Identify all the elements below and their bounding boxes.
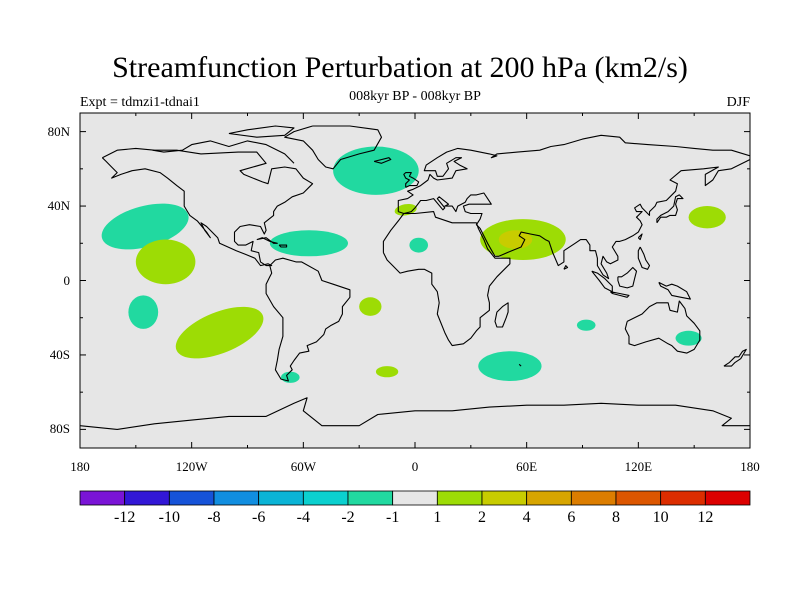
colorbar-swatch xyxy=(258,490,304,506)
anomaly-region-12 xyxy=(478,351,542,381)
chart-title: Streamfunction Perturbation at 200 hPa (… xyxy=(112,51,688,84)
y-tick-label: 40S xyxy=(49,346,70,362)
colorbar-swatch xyxy=(168,490,215,506)
colorbar-label: -12 xyxy=(113,509,136,526)
coastline-10 xyxy=(656,194,684,224)
y-tick-label: 0 xyxy=(63,272,71,288)
anomaly-region-8 xyxy=(359,297,382,316)
coastline-3 xyxy=(265,257,351,382)
colorbar-swatch xyxy=(79,490,126,506)
colorbar-swatch xyxy=(124,490,170,506)
season-label: DJF xyxy=(726,95,750,110)
coastline-17 xyxy=(278,244,288,248)
coastline-23 xyxy=(563,265,569,270)
anomaly-region-2 xyxy=(135,239,196,285)
x-tick-label: 60W xyxy=(290,459,316,474)
coastline-4 xyxy=(382,211,511,347)
coastline-2 xyxy=(284,125,383,170)
colorbar-swatch xyxy=(436,490,483,506)
anomaly-region-4 xyxy=(175,306,264,359)
chart-subtitle: 008kyr BP - 008kyr BP xyxy=(349,89,481,104)
anomaly-region-14 xyxy=(675,330,702,346)
anomaly-region-5 xyxy=(269,230,348,257)
colorbar-label: 8 xyxy=(612,509,620,526)
colorbar-swatch xyxy=(213,490,260,506)
colorbar-label: -8 xyxy=(207,509,221,526)
x-tick-label: 0 xyxy=(411,459,419,474)
coastline-22 xyxy=(637,246,651,270)
x-tick-label: 60E xyxy=(516,459,538,474)
anomaly-region-11 xyxy=(498,230,533,249)
coastline-24 xyxy=(518,363,522,367)
y-tick-label: 40N xyxy=(47,198,70,214)
colorbar-label: 6 xyxy=(567,509,576,526)
anomaly-region-1 xyxy=(101,203,189,250)
x-tick-label: 180 xyxy=(740,459,760,474)
colorbar-swatch xyxy=(570,490,617,506)
colorbar-swatch xyxy=(704,490,751,506)
experiment-label: Expt = tdmzi1-tdnai1 xyxy=(80,95,200,110)
anomaly-region-9 xyxy=(409,237,429,253)
y-tick-label: 80S xyxy=(49,421,70,437)
colorbar-label: 12 xyxy=(697,509,714,526)
colorbar-swatch xyxy=(615,490,662,506)
colorbar-label: 10 xyxy=(652,509,669,526)
coastline-11 xyxy=(591,270,613,293)
coastline-5 xyxy=(397,134,750,280)
coastline-1 xyxy=(101,147,314,267)
x-tick-label: 120W xyxy=(175,459,208,474)
coastline-12 xyxy=(610,291,630,298)
anomaly-region-6 xyxy=(333,146,419,195)
colorbar-label: 2 xyxy=(478,509,486,526)
coastline-8 xyxy=(624,300,701,354)
x-tick-label: 120E xyxy=(624,459,653,474)
coastline-20 xyxy=(373,157,392,164)
coastline-14 xyxy=(658,281,691,300)
colorbar-swatch xyxy=(347,490,394,506)
anomaly-region-3 xyxy=(128,295,159,329)
anomaly-region-16 xyxy=(375,366,399,378)
colorbar-label: 4 xyxy=(522,509,531,526)
colorbar-label: -2 xyxy=(341,509,355,526)
y-tick-label: 80N xyxy=(47,123,70,139)
colorbar-label: 1 xyxy=(433,509,442,526)
colorbar-swatch xyxy=(302,490,349,506)
coastline-6 xyxy=(403,172,420,188)
anomaly-region-15 xyxy=(688,206,726,229)
colorbar-swatch xyxy=(660,490,706,506)
coastline-21 xyxy=(637,233,643,241)
colorbar-label: -10 xyxy=(158,509,180,526)
colorbar-label: -1 xyxy=(385,509,400,526)
colorbar-swatch xyxy=(526,490,572,506)
colorbar-swatch xyxy=(481,490,528,506)
coastline-16 xyxy=(256,237,278,244)
x-tick-label: 180 xyxy=(70,459,90,474)
coastline-18 xyxy=(152,140,295,164)
coastline-13 xyxy=(617,266,638,289)
colorbar-label: -6 xyxy=(251,509,266,526)
anomaly-region-17 xyxy=(281,371,300,383)
colorbar-swatch xyxy=(392,490,438,506)
coastline-7 xyxy=(494,302,509,328)
colorbar-label: -4 xyxy=(296,509,310,526)
coastline-9 xyxy=(723,348,747,367)
coastline-15 xyxy=(80,397,750,430)
coastline-19 xyxy=(228,125,295,138)
anomaly-region-13 xyxy=(576,319,596,331)
